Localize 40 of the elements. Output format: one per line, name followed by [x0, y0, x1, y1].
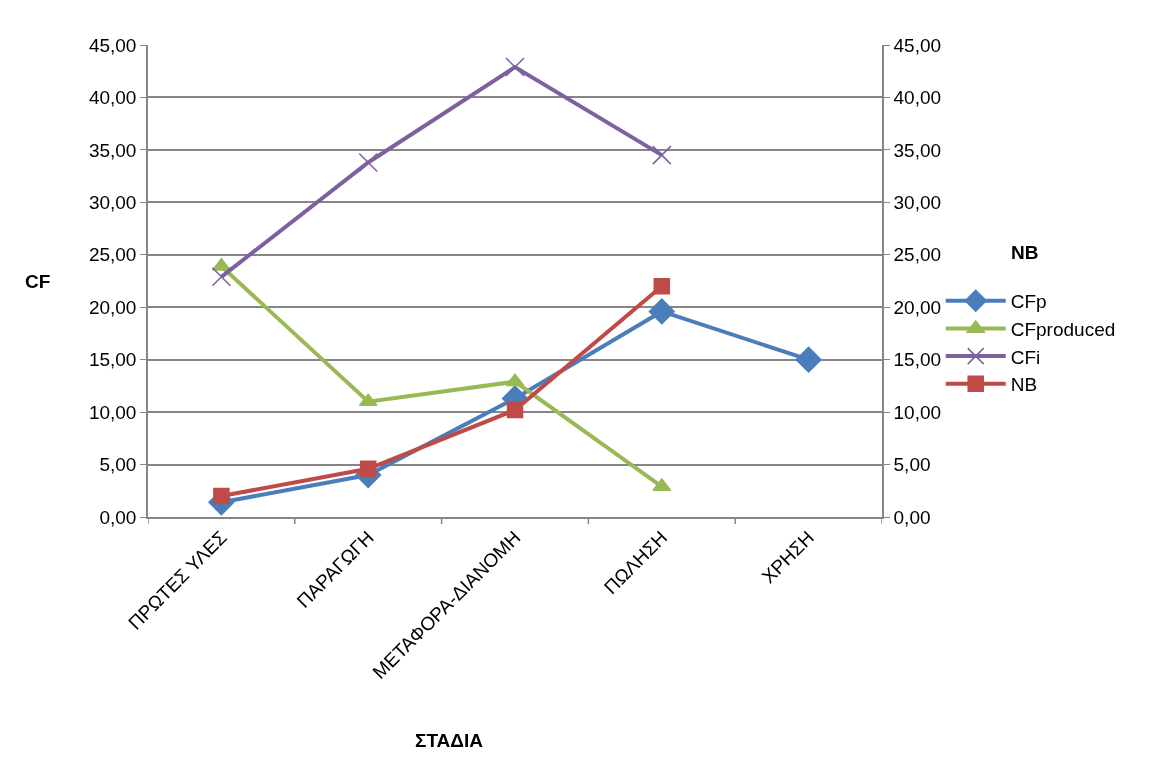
- y2-tick-label: 35,00: [893, 139, 942, 161]
- y2-tick-label: 25,00: [893, 244, 942, 266]
- y-tick-label: 35,00: [88, 139, 137, 161]
- y-tick-label: 45,00: [88, 34, 137, 56]
- x-axis-title: ΣΤΑΔΙΑ: [415, 730, 484, 751]
- point: [652, 478, 672, 492]
- y2-tick-label: 10,00: [893, 401, 942, 423]
- point: [359, 460, 377, 477]
- y-tick-label: 15,00: [88, 349, 137, 371]
- legend-label: CFi: [1010, 346, 1041, 368]
- point: [358, 393, 378, 407]
- y2-tick-label: 40,00: [893, 87, 942, 109]
- y2-tick-label: 20,00: [893, 296, 942, 318]
- y2-tick-label: 0,00: [893, 506, 931, 528]
- y-axis-title: CF: [25, 271, 51, 292]
- y2-tick-label: 45,00: [893, 34, 942, 56]
- point: [211, 267, 232, 287]
- y2-tick-label: 15,00: [893, 349, 942, 371]
- point: [795, 346, 822, 373]
- point: [653, 277, 671, 295]
- legend-label: NB: [1010, 374, 1038, 396]
- y-tick-label: 20,00: [88, 296, 137, 318]
- y-tick-label: 30,00: [88, 191, 137, 213]
- legend-label: CFp: [1010, 291, 1047, 313]
- point: [505, 373, 525, 387]
- point: [358, 152, 378, 173]
- point: [648, 298, 675, 325]
- y-tick-label: 5,00: [99, 454, 137, 476]
- y-tick-label: 40,00: [88, 87, 137, 109]
- y-tick-label: 10,00: [88, 401, 137, 423]
- y2-axis-title: NB: [1011, 242, 1039, 263]
- y2-tick-label: 30,00: [893, 191, 942, 213]
- point: [506, 401, 524, 419]
- y2-tick-label: 5,00: [893, 454, 931, 476]
- point: [652, 145, 672, 165]
- y-tick-label: 25,00: [88, 244, 137, 266]
- legend-label: CFproduced: [1010, 318, 1116, 340]
- y-tick-label: 0,00: [99, 506, 137, 528]
- point: [213, 487, 230, 505]
- point: [505, 57, 525, 77]
